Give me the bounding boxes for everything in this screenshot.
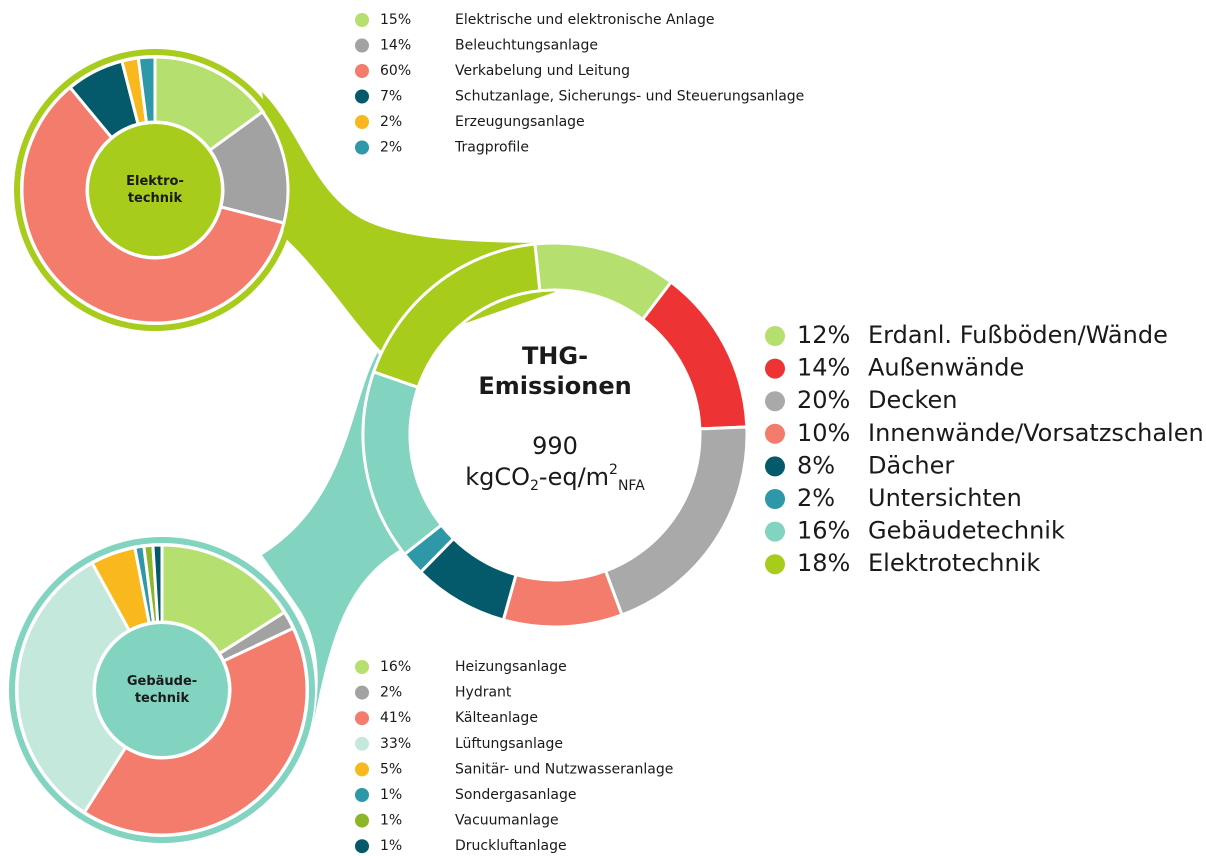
donut-center [89, 124, 221, 256]
unit-part: NFA [618, 478, 645, 494]
legend-value: 41% [380, 710, 411, 726]
donut-segment [82, 626, 309, 837]
legend-dot [765, 423, 785, 444]
legend-label: Elektrische und elektronische Anlage [455, 12, 714, 28]
legend-dot [355, 839, 369, 854]
legend-label: Decken [868, 386, 957, 414]
legend-dot [765, 489, 785, 509]
center-title: technik [128, 191, 183, 206]
legend-dot [355, 115, 369, 129]
legend-value: 2% [380, 685, 402, 701]
legend-label: Erdanl. Fußböden/Wände [868, 321, 1168, 349]
legend-label: Erzeugungsanlage [455, 114, 585, 130]
donut-segment [160, 543, 287, 656]
legend-value: 20% [797, 386, 850, 414]
unit-part: 2 [530, 478, 539, 494]
legend-label: Schutzanlage, Sicherungs- und Steuerungs… [455, 89, 804, 105]
legend-value: 5% [380, 761, 402, 777]
legend-label: Druckluftanlage [455, 838, 567, 854]
legend-label: Dächer [868, 451, 954, 479]
center-title: Elektro- [126, 174, 184, 189]
unit-part: kgCO [465, 463, 530, 491]
legend-dot [355, 685, 369, 700]
legend-value: 14% [797, 354, 850, 382]
legend-dot [355, 89, 369, 104]
legend-value: 18% [797, 549, 850, 577]
legend-label: Verkabelung und Leitung [455, 63, 630, 79]
legend-value: 33% [380, 736, 411, 752]
legend-value: 12% [797, 321, 850, 349]
legend-dot [765, 391, 785, 412]
legend-dot [765, 456, 785, 477]
center-title: Gebäude- [127, 674, 197, 689]
unit-part: -eq/m [539, 463, 609, 491]
center-title: Emissionen [478, 372, 631, 400]
center-total: 990 [532, 432, 578, 460]
center-title: THG- [522, 342, 588, 370]
legend-dot [355, 813, 369, 828]
legend-label: Hydrant [455, 685, 512, 701]
legend-dot [765, 554, 785, 575]
legend-value: 15% [380, 12, 411, 28]
legend-dot [355, 13, 369, 27]
legend-value: 8% [797, 451, 835, 479]
legend-value: 7% [380, 89, 402, 105]
legend-label: Innenwände/Vorsatzschalen [868, 419, 1204, 447]
legend-label: Lüftungsanlage [455, 736, 563, 752]
legend-value: 1% [380, 787, 402, 803]
legend-label: Heizungsanlage [455, 659, 567, 675]
donut-segment [20, 85, 286, 325]
legend-label: Kälteanlage [455, 710, 538, 726]
legend-dot [355, 38, 369, 53]
donut-segment [640, 279, 749, 431]
legend-dot [765, 521, 785, 542]
legend-label: Tragprofile [454, 140, 529, 156]
legend-value: 16% [797, 517, 850, 545]
donut-segment [136, 55, 157, 125]
donut-segment [501, 568, 624, 629]
legend-dot [355, 140, 369, 155]
legend-dot [355, 711, 369, 726]
donut-segment [15, 560, 132, 815]
center-title: technik [135, 691, 190, 706]
legend-value: 1% [380, 813, 402, 829]
donut-segment [603, 425, 749, 617]
donut-segment [151, 543, 164, 624]
donut-center [96, 624, 228, 756]
legend-label: Außenwände [868, 354, 1024, 382]
legend-dot [355, 788, 369, 802]
legend-label: Beleuchtungsanlage [455, 38, 598, 54]
donut-ring [14, 49, 296, 331]
legend-value: 60% [380, 63, 411, 79]
legend-dot [765, 358, 785, 379]
legend-dot [355, 660, 369, 674]
legend-value: 2% [797, 484, 835, 512]
legend-label: Vacuumanlage [455, 813, 559, 829]
legend-value: 2% [380, 114, 402, 130]
legend-label: Elektrotechnik [868, 549, 1040, 577]
legend-value: 10% [797, 419, 850, 447]
legend-label: Untersichten [868, 484, 1022, 512]
legend-dot [765, 326, 785, 346]
legend-label: Sondergasanlage [455, 787, 577, 803]
legend-dot [355, 64, 369, 78]
donut-segment [371, 242, 542, 390]
legend-label: Gebäudetechnik [868, 517, 1065, 545]
donut-ring [9, 537, 315, 843]
legend-value: 2% [380, 140, 402, 156]
unit-part: 2 [609, 462, 618, 478]
legend-value: 1% [380, 838, 402, 854]
legend-dot [355, 736, 369, 751]
legend-dot [355, 762, 369, 777]
legend-label: Sanitär- und Nutzwasseranlage [455, 761, 673, 777]
center-unit: kgCO2-eq/m2NFA [465, 462, 645, 494]
legend-value: 16% [380, 659, 411, 675]
legend-value: 14% [380, 38, 411, 54]
